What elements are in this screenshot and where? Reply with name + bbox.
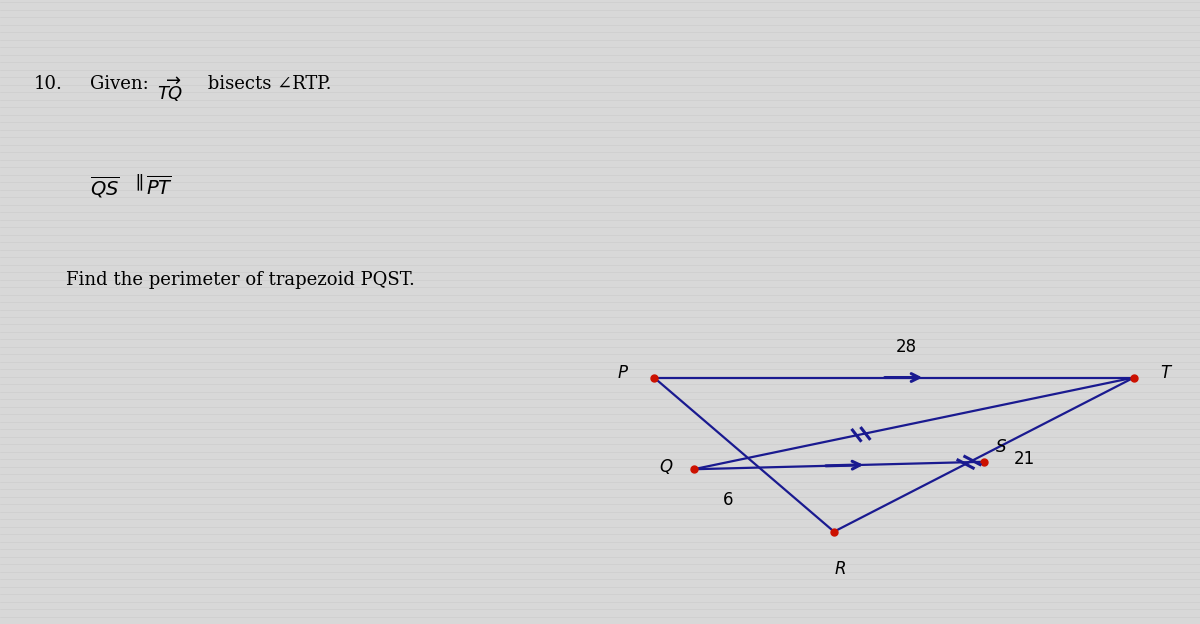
Text: Q: Q xyxy=(659,458,672,475)
Text: 10.: 10. xyxy=(34,75,62,93)
Text: $\overline{PT}$: $\overline{PT}$ xyxy=(146,175,173,198)
Text: ∥: ∥ xyxy=(130,175,150,193)
Text: 21: 21 xyxy=(1014,450,1036,467)
Text: T: T xyxy=(1160,364,1170,381)
Text: Given:: Given: xyxy=(90,75,155,93)
Text: P: P xyxy=(618,364,628,381)
Text: $\overline{QS}$: $\overline{QS}$ xyxy=(90,175,120,200)
Text: 28: 28 xyxy=(895,338,917,356)
Text: bisects ∠RTP.: bisects ∠RTP. xyxy=(202,75,331,93)
Text: S: S xyxy=(996,437,1007,456)
Text: 6: 6 xyxy=(724,492,734,509)
Text: Find the perimeter of trapezoid PQST.: Find the perimeter of trapezoid PQST. xyxy=(66,271,415,290)
Text: $\overrightarrow{TQ}$: $\overrightarrow{TQ}$ xyxy=(157,75,184,104)
Text: R: R xyxy=(834,560,846,578)
